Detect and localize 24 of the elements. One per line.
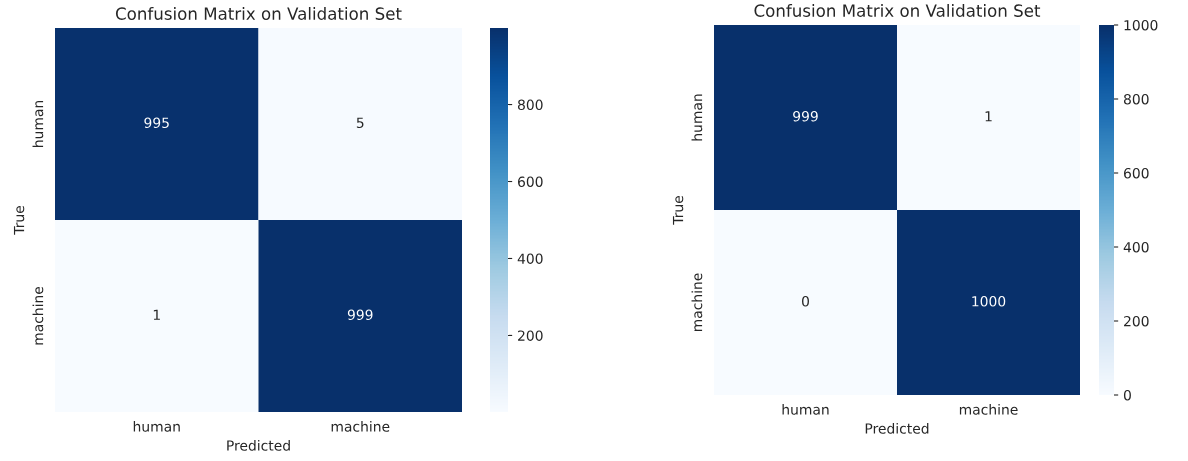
chart-title: Confusion Matrix on Validation Set bbox=[754, 4, 1041, 17]
color-bar-label: 200 bbox=[1124, 315, 1149, 327]
color-bar-label: 400 bbox=[517, 253, 543, 264]
chart-title: Confusion Matrix on Validation Set bbox=[115, 7, 402, 20]
color-bar-label: 400 bbox=[1123, 241, 1149, 253]
data-label: 1 bbox=[985, 111, 992, 122]
data-label: 1 bbox=[153, 309, 160, 320]
color-bar-label: 800 bbox=[1123, 93, 1149, 105]
color-bar-label: 800 bbox=[517, 99, 543, 111]
data-label: 0 bbox=[802, 296, 809, 307]
x-axis-title: Predicted bbox=[227, 440, 290, 451]
color-bar-label: 600 bbox=[1124, 167, 1149, 179]
data-label: 1000 bbox=[972, 296, 1006, 307]
color-bar-label: 600 bbox=[518, 176, 543, 187]
color-bar-label: 200 bbox=[518, 330, 543, 341]
data-label: 5 bbox=[356, 117, 364, 129]
y-axis-title: True bbox=[13, 205, 25, 235]
x-axis-title: Predicted bbox=[865, 423, 929, 434]
data-label: 995 bbox=[144, 117, 169, 129]
color-bar-label: 1000 bbox=[1124, 19, 1158, 31]
data-label: 999 bbox=[347, 309, 373, 321]
color-bar-label: 0 bbox=[1123, 389, 1131, 401]
y-axis-title: True bbox=[672, 195, 684, 225]
data-label: 999 bbox=[793, 111, 818, 122]
